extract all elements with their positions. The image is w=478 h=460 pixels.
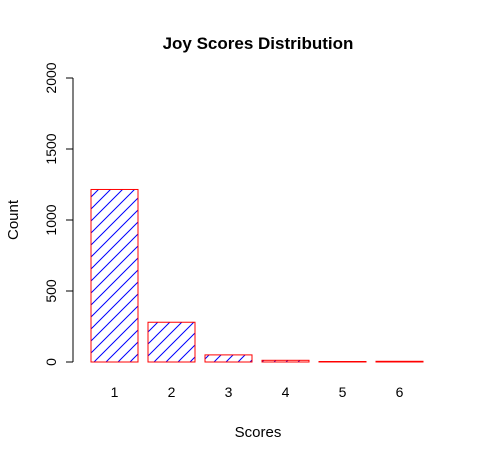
y-tick-label: 2000	[43, 62, 59, 93]
bars-group	[90, 188, 424, 363]
x-tick-label: 6	[396, 384, 404, 400]
x-tick-label: 4	[282, 384, 290, 400]
bar-4	[261, 359, 310, 363]
bar-6	[375, 360, 424, 363]
bar-2	[147, 321, 196, 363]
chart-title: Joy Scores Distribution	[163, 34, 354, 53]
y-axis-label: Count	[5, 199, 22, 240]
x-tick-label: 5	[339, 384, 347, 400]
y-tick-label: 0	[43, 358, 59, 366]
x-tick-label: 2	[168, 384, 176, 400]
y-tick-label: 1500	[43, 133, 59, 164]
x-tick-labels: 1 2 3 4 5 6	[111, 384, 404, 400]
x-axis-label: Scores	[235, 424, 282, 441]
bar-3	[204, 354, 253, 363]
bar-1	[90, 188, 139, 363]
x-tick-label: 1	[111, 384, 119, 400]
y-tick-label: 500	[43, 279, 59, 303]
y-tick-label: 1000	[43, 204, 59, 235]
x-tick-label: 3	[225, 384, 233, 400]
y-axis: 0 500 1000 1500 2000	[43, 62, 74, 366]
bar-5	[318, 361, 367, 363]
